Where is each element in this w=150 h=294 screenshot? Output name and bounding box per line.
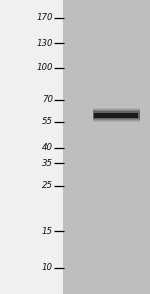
Text: 130: 130 bbox=[36, 39, 53, 48]
Text: 25: 25 bbox=[42, 181, 53, 191]
Text: 100: 100 bbox=[36, 64, 53, 73]
Text: 70: 70 bbox=[42, 96, 53, 104]
Bar bbox=[93, 109, 140, 121]
Text: 35: 35 bbox=[42, 158, 53, 168]
Text: 170: 170 bbox=[36, 14, 53, 23]
Bar bbox=[93, 110, 140, 120]
Bar bbox=[126, 113, 138, 117]
Bar bbox=[94, 113, 138, 118]
Text: 15: 15 bbox=[42, 226, 53, 235]
Bar bbox=[93, 111, 140, 119]
Text: 10: 10 bbox=[42, 263, 53, 273]
Text: 40: 40 bbox=[42, 143, 53, 153]
Bar bbox=[0, 0, 63, 294]
Text: 55: 55 bbox=[42, 118, 53, 126]
Bar bbox=[93, 108, 140, 122]
Bar bbox=[63, 0, 150, 294]
